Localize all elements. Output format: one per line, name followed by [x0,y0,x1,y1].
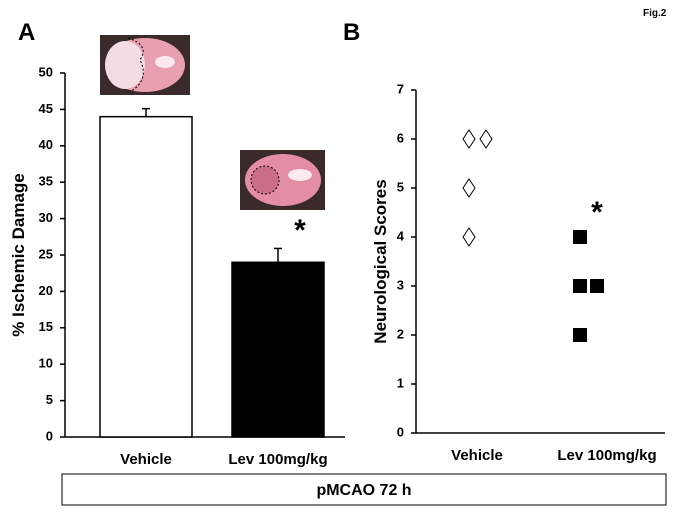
annotation: * [591,196,603,229]
bar [231,261,325,438]
panel-label: B [343,19,360,46]
y-tick-label: 25 [39,246,53,261]
point [462,178,476,198]
y-axis-label: Neurological Scores [371,179,390,343]
y-tick-label: 7 [397,81,404,96]
x-tick-label: Lev 100mg/kg [557,447,656,464]
y-tick-label: 4 [397,228,405,243]
point [573,230,587,244]
y-tick-label: 0 [46,428,53,443]
point [462,129,476,149]
x-tick-label: Vehicle [120,451,172,468]
x-tick-label: Vehicle [451,447,503,464]
figure-label: Fig.2 [643,8,667,19]
y-tick-label: 35 [39,174,53,189]
y-tick-label: 3 [397,277,404,292]
x-tick-label: Lev 100mg/kg [228,451,327,468]
point [479,129,493,149]
y-tick-label: 45 [39,101,53,116]
brain-image-vehicle [100,35,190,95]
bar [99,115,193,438]
y-tick-label: 10 [39,356,53,371]
y-tick-label: 2 [397,326,404,341]
y-tick-label: 20 [39,283,53,298]
point [462,227,476,247]
y-tick-label: 30 [39,210,53,225]
annotation: * [294,214,306,247]
y-axis-label: % Ischemic Damage [9,173,28,336]
point [573,279,587,293]
panel-label: A [18,19,35,46]
y-tick-label: 40 [39,137,53,152]
y-tick-label: 5 [397,179,404,194]
point [573,328,587,342]
y-tick-label: 5 [46,392,53,407]
footer-label: pMCAO 72 h [316,482,411,499]
brain-image-lev [240,150,325,210]
point [590,279,604,293]
y-tick-label: 1 [397,375,404,390]
y-tick-label: 0 [397,424,404,439]
y-tick-label: 6 [397,130,404,145]
y-tick-label: 15 [39,319,53,334]
footer-box [61,473,667,506]
y-tick-label: 50 [39,64,53,79]
